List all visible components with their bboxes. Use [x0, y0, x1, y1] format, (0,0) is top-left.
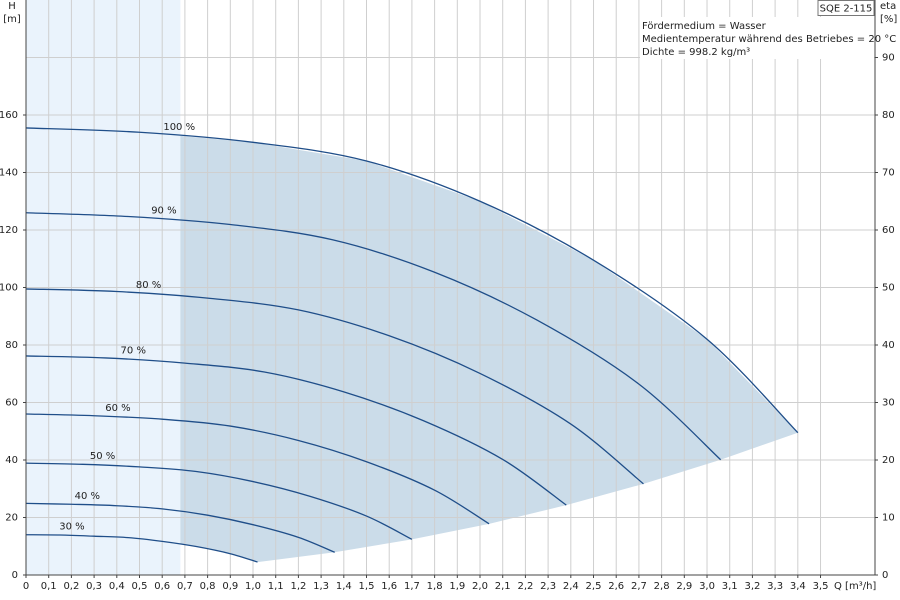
curve-label: 30 % [59, 521, 84, 532]
y-tick-label: 160 [0, 110, 18, 121]
x-tick-label: 2,1 [495, 581, 511, 592]
y2-tick-label: 0 [882, 570, 888, 581]
y2-tick-label: 50 [882, 283, 895, 294]
y-tick-label: 60 [5, 398, 18, 409]
x-tick-label: 0,8 [200, 581, 216, 592]
x-tick-label: 1,8 [427, 581, 443, 592]
info-text: Dichte = 998.2 kg/m³ [642, 47, 750, 58]
x-tick-label: 3,4 [790, 581, 806, 592]
model-name: SQE 2-115 [820, 4, 873, 15]
x-tick-label: 3,1 [722, 581, 738, 592]
y-tick-label: 40 [5, 455, 18, 466]
speed-curve [25, 212, 722, 461]
x-tick-label: 0,7 [177, 581, 193, 592]
x-tick-label: 2,0 [472, 581, 488, 592]
info-box [640, 17, 874, 59]
x-tick-label: 0,1 [41, 581, 57, 592]
x-tick-label: 0 [23, 581, 29, 592]
y-axis-unit: [m] [3, 14, 21, 25]
speed-curve [25, 534, 258, 563]
x-tick-label: 1,0 [245, 581, 261, 592]
curve-label: 80 % [136, 280, 161, 291]
x-tick-label: 1,7 [404, 581, 420, 592]
curve-label: 100 % [163, 122, 195, 133]
x-tick-label: 2,6 [608, 581, 624, 592]
speed-curve [25, 462, 413, 540]
x-tick-label: 3,3 [767, 581, 783, 592]
curve-label: 90 % [151, 205, 176, 216]
y2-axis-label: eta [880, 1, 896, 12]
speed-curve [25, 502, 335, 553]
x-tick-label: 2,2 [517, 581, 533, 592]
y-axis-label: H [8, 1, 16, 12]
x-tick-label: 3,0 [699, 581, 715, 592]
y2-tick-label: 90 [882, 53, 895, 64]
curve-label: 50 % [90, 451, 115, 462]
curve-label: 40 % [75, 491, 100, 502]
y-tick-label: 100 [0, 283, 18, 294]
x-tick-label: 1,1 [268, 581, 284, 592]
y2-axis-unit: [%] [880, 14, 897, 25]
x-tick-label: 2,5 [586, 581, 602, 592]
y2-tick-label: 80 [882, 110, 895, 121]
curve-label: 70 % [121, 346, 146, 357]
x-tick-label: 2,4 [563, 581, 579, 592]
x-tick-label: 2,8 [654, 581, 670, 592]
y2-tick-label: 10 [882, 513, 895, 524]
speed-curve [25, 127, 799, 434]
x-tick-label: 0,9 [222, 581, 238, 592]
x-axis-label: Q [m³/h] [834, 581, 876, 592]
speed-curve [25, 355, 567, 506]
x-tick-label: 2,3 [540, 581, 556, 592]
y-tick-label: 80 [5, 340, 18, 351]
y-tick-label: 20 [5, 513, 18, 524]
y2-tick-label: 20 [882, 455, 895, 466]
y2-tick-label: 60 [882, 225, 895, 236]
x-tick-label: 3,2 [744, 581, 760, 592]
y-tick-label: 140 [0, 168, 18, 179]
curve-label: 60 % [105, 403, 130, 414]
speed-curve [25, 413, 490, 525]
x-tick-label: 0,2 [63, 581, 79, 592]
x-tick-label: 1,6 [381, 581, 397, 592]
x-tick-label: 2,9 [676, 581, 692, 592]
x-tick-label: 3,5 [813, 581, 829, 592]
y2-tick-label: 40 [882, 340, 895, 351]
operating-area [180, 135, 798, 563]
y2-tick-label: 30 [882, 398, 895, 409]
info-text: Medientemperatur während des Betriebes =… [642, 34, 896, 45]
x-tick-label: 0,3 [86, 581, 102, 592]
y-tick-label: 0 [12, 570, 18, 581]
speed-curve [25, 288, 644, 485]
x-tick-label: 0,6 [154, 581, 170, 592]
y2-tick-label: 70 [882, 168, 895, 179]
info-text: Fördermedium = Wasser [642, 21, 767, 32]
x-tick-label: 1,3 [313, 581, 329, 592]
x-tick-label: 0,5 [132, 581, 148, 592]
x-tick-label: 1,9 [449, 581, 465, 592]
model-box [817, 0, 875, 16]
y-tick-label: 120 [0, 225, 18, 236]
x-tick-label: 0,4 [109, 581, 125, 592]
x-tick-label: 2,7 [631, 581, 647, 592]
x-tick-label: 1,2 [290, 581, 306, 592]
x-tick-label: 1,5 [359, 581, 375, 592]
x-tick-label: 1,4 [336, 581, 352, 592]
